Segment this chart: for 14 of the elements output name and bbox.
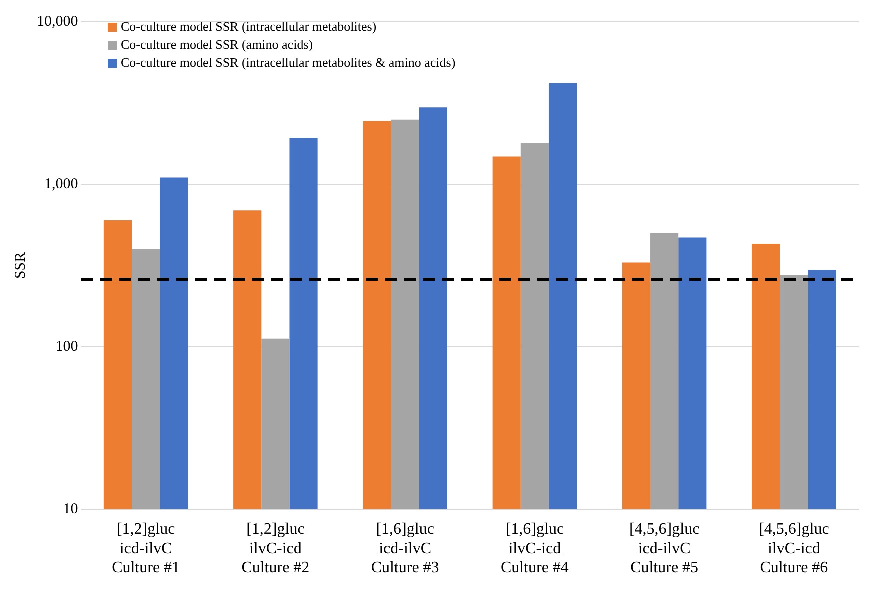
y-tick-label: 10,000 (37, 14, 78, 30)
y-tick-label: 100 (56, 338, 78, 355)
x-tick-label: [4,5,6]gluc icd-ilvC Culture #5 (629, 521, 700, 577)
x-tick-label: [1,2]gluc ilvC-icd Culture #2 (242, 521, 310, 577)
x-tick-label: [1,6]gluc ilvC-icd Culture #4 (500, 521, 569, 577)
x-tick-label: [4,5,6]gluc ilvC-icd Culture #6 (759, 521, 830, 577)
y-tick-label: 10 (63, 501, 78, 518)
y-axis-title: SSR (12, 252, 29, 280)
x-tick-label: [1,6]gluc icd-ilvC Culture #3 (371, 521, 440, 577)
y-tick-label: 1,000 (44, 176, 78, 192)
legend-label: Co-culture model SSR (amino acids) (121, 36, 314, 54)
x-tick-label: [1,2]gluc icd-ilvC Culture #1 (112, 521, 180, 577)
legend-label: Co-culture model SSR (intracellular metabolites) (121, 18, 377, 36)
legend-label: Co-culture model SSR (intracellular metabolites & amino acids) (121, 54, 456, 72)
